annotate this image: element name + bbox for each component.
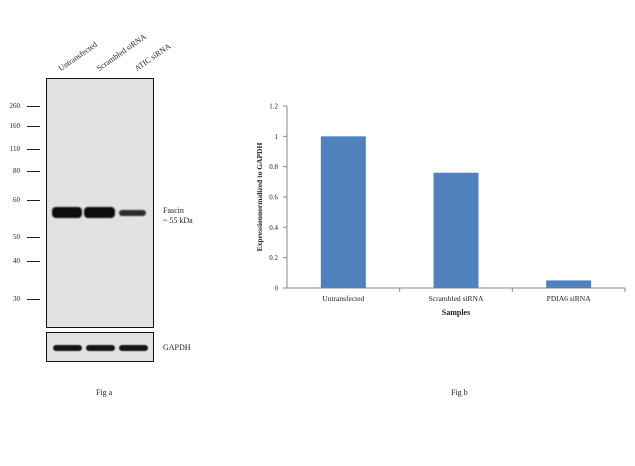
fascin-band-lane-1 <box>52 207 82 218</box>
loading-control-label: GAPDH <box>163 343 191 352</box>
mw-tick-60 <box>27 200 40 201</box>
gapdh-band-lane-1 <box>53 345 82 351</box>
bar-2 <box>433 172 479 288</box>
mw-label-30: 30 <box>13 295 20 303</box>
mw-tick-30 <box>27 299 40 300</box>
fascin-band-lane-2 <box>84 207 115 218</box>
mw-tick-40 <box>27 261 40 262</box>
x-tick-label: PDIA6 siRNA <box>547 294 592 303</box>
mw-label-60: 60 <box>13 196 20 204</box>
bar-1 <box>320 136 366 288</box>
gapdh-band-lane-2 <box>86 345 115 351</box>
mw-tick-260 <box>27 106 40 107</box>
gapdh-membrane <box>46 332 154 362</box>
y-tick-label: 0.2 <box>269 254 278 262</box>
target-label: Fascin <box>163 206 184 215</box>
mw-label-50: 50 <box>13 233 20 241</box>
fig-a-caption: Fig a <box>96 388 113 397</box>
blot-membrane <box>46 78 154 328</box>
y-tick-label: 1 <box>275 133 279 141</box>
mw-tick-110 <box>27 149 40 150</box>
gapdh-band-lane-3 <box>119 345 148 351</box>
fig-b-caption: Fig b <box>451 388 468 397</box>
bar-3 <box>546 280 592 288</box>
mw-tick-50 <box>27 237 40 238</box>
y-axis-title: Expressionnormalized to GAPDH <box>255 143 264 252</box>
mw-label-110: 110 <box>9 145 20 153</box>
y-tick-label: 0.6 <box>269 194 278 202</box>
y-tick-label: 0.4 <box>269 224 278 232</box>
mw-label-40: 40 <box>13 257 20 265</box>
x-tick-label: Scrambled siRNA <box>429 294 484 303</box>
mw-label-80: 80 <box>13 167 20 175</box>
mw-tick-80 <box>27 171 40 172</box>
mw-label-260: 260 <box>9 102 21 110</box>
mw-label-160: 160 <box>9 122 21 130</box>
y-tick-label: 1.2 <box>269 103 278 111</box>
y-tick-label: 0.8 <box>269 163 278 171</box>
fascin-band-lane-3 <box>119 210 146 216</box>
target-size-label: ~ 55 kDa <box>163 216 193 225</box>
mw-tick-160 <box>27 126 40 127</box>
x-tick-label: Untransfected <box>322 294 364 303</box>
y-tick-label: 0 <box>275 285 279 293</box>
x-axis-title: Samples <box>442 308 470 317</box>
